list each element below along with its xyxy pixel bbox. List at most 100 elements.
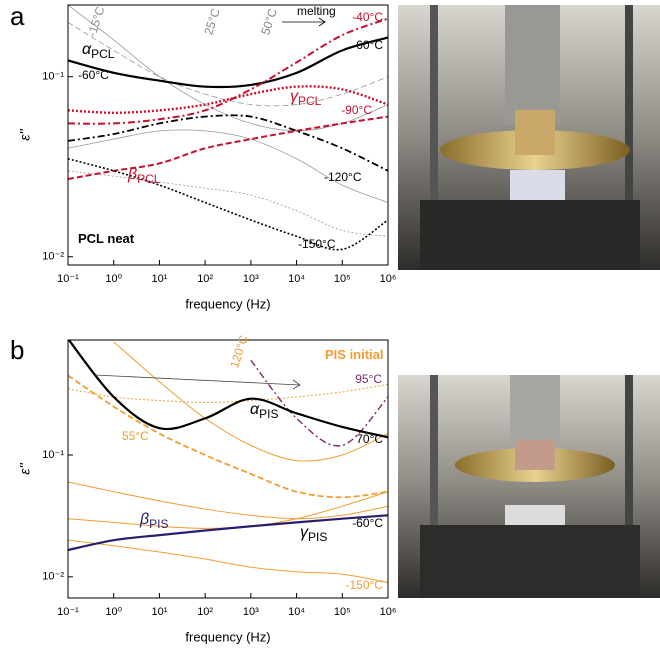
plot-lines [68,340,388,583]
annotation: -15°C [85,5,108,39]
x-axis-label: frequency (Hz) [185,296,270,311]
annotation: 70°C [356,432,383,446]
y-tick-label: 10⁻² [42,251,64,263]
annotation-text: γ [300,524,309,541]
annotation-sub: PCL [91,47,115,61]
annotation: -120°C [324,170,362,184]
photo-b [398,375,660,598]
annotation-text: γ [290,88,299,105]
arrow [282,17,326,27]
x-tick-label: 10⁵ [334,606,351,618]
series-line [68,5,388,132]
x-tick-label: 10² [197,273,213,285]
annotation-text: -40°C [352,10,383,24]
annotation-text: 50°C [258,7,280,37]
annotation: γPCL [290,88,322,108]
x-tick-label: 10⁰ [105,273,122,285]
x-tick-label: 10⁶ [380,606,397,618]
x-tick-label: 10⁴ [288,273,305,285]
annotation: -90°C [341,103,372,117]
annotation-text: 25°C [201,7,223,37]
annotation: βPCL [127,166,161,186]
series-line [68,514,388,552]
arrow [94,374,301,390]
y-tick-label: 10⁻¹ [42,71,64,83]
annotation-text: α [82,41,92,58]
x-tick-label: 10⁻¹ [57,606,79,618]
annotation-text: -150°C [346,578,384,592]
annotation: 25°C [201,7,223,37]
x-tick-label: 10⁴ [288,606,305,618]
panel-label: a [10,1,25,31]
annotation: αPCL [82,41,115,61]
series-line [113,341,388,462]
annotation: -60°C [78,68,109,82]
annotation-text: 55°C [122,429,149,443]
y-tick-label: 10⁻² [42,571,64,583]
y-tick-label: 10⁻¹ [42,449,64,461]
series-line [68,539,388,583]
series-line [68,129,388,203]
annotation-text: melting [297,4,336,18]
annotation-text: α [250,401,260,418]
annotation-text: -60°C [352,516,383,530]
series-line [68,481,388,520]
annotation-text: 70°C [356,432,383,446]
series-line [68,114,388,172]
plot-lines [68,5,388,251]
annotation-text: -60°C [352,38,383,52]
annotation: γPIS [300,524,327,544]
annotation-text: 120°C [227,333,251,369]
y-axis-label: ε'' [17,462,33,475]
series-line [68,17,388,125]
x-tick-label: 10⁵ [334,273,351,285]
series-line [68,85,388,115]
annotation-text: -60°C [78,68,109,82]
x-tick-label: 10³ [243,273,259,285]
series-line [68,374,388,499]
x-tick-label: 10³ [243,606,259,618]
series-line [68,383,388,403]
annotation-sub: PIS [259,407,278,421]
annotation-text: -150°C [298,237,336,251]
plot-frame [67,4,389,266]
series-line [68,340,388,439]
x-tick-label: 10⁻¹ [57,273,79,285]
annotation: -150°C [298,237,336,251]
series-line [68,170,388,237]
series-line [68,22,388,107]
series-line [68,158,388,251]
series-line [68,115,388,181]
y-axis-label: ε'' [17,128,33,141]
annotation: -60°C [352,516,383,530]
x-axis-label: frequency (Hz) [185,629,270,644]
annotation: PCL neat [78,231,135,246]
annotation-text: PIS initial [325,347,384,362]
annotation-sub: PCL [137,172,161,186]
annotation: 120°C [227,333,251,369]
annotation-text: 95°C [355,372,382,386]
annotation: PIS initial [325,347,384,362]
annotation-text: β [127,166,137,183]
annotation: -150°C [346,578,384,592]
x-tick-label: 10¹ [151,606,167,618]
annotation: αPIS [250,401,278,421]
annotation: 95°C [355,372,382,386]
x-tick-label: 10⁰ [105,606,122,618]
annotation: βPIS [139,511,168,531]
annotation-text: -90°C [341,103,372,117]
annotation: melting [297,4,336,18]
panel-label: b [10,335,24,365]
series-line [68,36,388,89]
x-tick-label: 10¹ [151,273,167,285]
annotation: -60°C [352,38,383,52]
annotation-sub: PIS [149,517,168,531]
series-line [250,359,388,447]
annotation: 50°C [258,7,280,37]
annotation-sub: PIS [308,530,327,544]
x-tick-label: 10⁶ [380,273,397,285]
annotation-text: β [139,511,149,528]
annotation-text: -15°C [85,5,108,39]
x-tick-label: 10² [197,606,213,618]
